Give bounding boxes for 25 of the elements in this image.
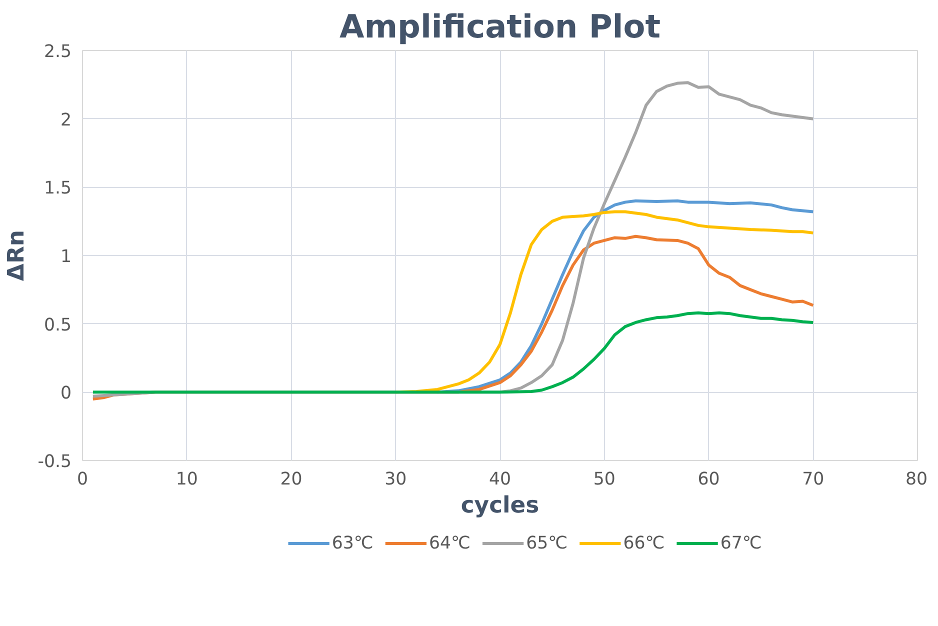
chart-title: Amplification Plot bbox=[339, 8, 661, 46]
y-tick-label: 2 bbox=[60, 110, 72, 130]
x-axis-title: cycles bbox=[460, 492, 540, 518]
y-tick-label: 1.5 bbox=[44, 178, 72, 199]
x-tick-label: 0 bbox=[76, 470, 88, 490]
x-tick-label: 60 bbox=[698, 470, 720, 490]
x-tick-label: 30 bbox=[384, 470, 407, 490]
legend-label: 64℃ bbox=[428, 534, 470, 554]
legend-label: 67℃ bbox=[720, 534, 762, 554]
y-tick-label: 2.5 bbox=[44, 42, 72, 62]
y-tick-label: 0 bbox=[60, 384, 72, 404]
y-tick-label: 1 bbox=[60, 247, 72, 267]
x-tick-label: 10 bbox=[176, 470, 198, 490]
y-tick-label: -0.5 bbox=[38, 452, 72, 472]
legend-label: 63℃ bbox=[332, 534, 374, 554]
x-tick-label: 40 bbox=[488, 470, 512, 490]
line-series bbox=[91, 311, 815, 394]
x-tick-label: 20 bbox=[280, 470, 302, 490]
y-axis-title: ΔRn bbox=[4, 230, 30, 282]
y-tick-label: 0.5 bbox=[44, 315, 72, 336]
x-tick-label: 50 bbox=[593, 470, 616, 490]
x-tick-label: 80 bbox=[905, 470, 928, 490]
x-tick-label: 70 bbox=[802, 470, 824, 490]
legend-label: 66℃ bbox=[623, 534, 665, 554]
legend-label: 65℃ bbox=[526, 534, 568, 554]
